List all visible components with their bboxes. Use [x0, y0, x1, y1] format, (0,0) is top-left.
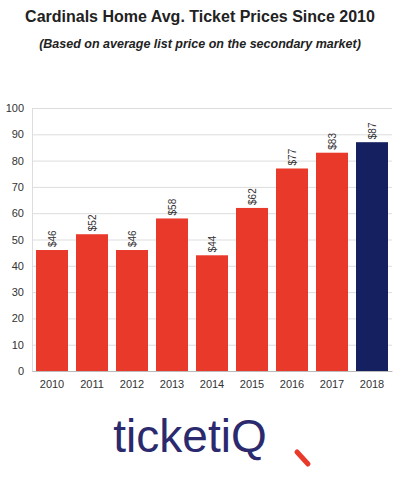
x-tick: 2017	[320, 371, 344, 390]
logo-handle	[297, 452, 308, 464]
data-label: $83	[327, 133, 338, 150]
bar	[36, 250, 68, 371]
logo-text: ticketiQ	[113, 410, 266, 462]
y-tick: 100	[6, 102, 392, 114]
bar	[356, 142, 388, 371]
y-tick-label: 70	[12, 181, 24, 193]
subtitle: (Based on average list price on the seco…	[39, 37, 361, 51]
data-label: $58	[167, 198, 178, 215]
x-tick-label: 2015	[240, 378, 264, 390]
bar	[196, 255, 228, 371]
y-tick-label: 20	[12, 312, 24, 324]
y-tick-label: 0	[18, 365, 24, 377]
bar	[76, 234, 108, 371]
x-axis-line	[33, 371, 393, 372]
chart: Cardinals Home Avg. Ticket Prices Since …	[0, 0, 400, 492]
x-tick: 2018	[360, 371, 384, 390]
x-axis: 2010 2011 2012 2013 2014 2015 2016 2017 2018	[33, 371, 393, 390]
x-tick-label: 2017	[320, 378, 344, 390]
data-label: $87	[367, 122, 378, 139]
x-tick: 2015	[240, 371, 264, 390]
y-tick-label: 100	[6, 102, 24, 114]
bar	[116, 250, 148, 371]
data-label: $46	[127, 230, 138, 247]
x-tick-label: 2011	[80, 378, 104, 390]
y-tick-label: 90	[12, 128, 24, 140]
x-tick: 2012	[120, 371, 144, 390]
x-tick-label: 2014	[200, 378, 224, 390]
x-tick: 2010	[40, 371, 64, 390]
grid-line	[32, 108, 392, 109]
y-tick-label: 80	[12, 155, 24, 167]
grid-line	[32, 134, 392, 135]
y-tick-label: 10	[12, 339, 24, 351]
bar	[236, 208, 268, 371]
title: Cardinals Home Avg. Ticket Prices Since …	[25, 8, 375, 25]
x-tick-label: 2013	[160, 378, 184, 390]
data-label: $44	[207, 235, 218, 252]
data-label: $46	[47, 230, 58, 247]
data-label: $77	[287, 148, 298, 165]
y-tick-label: 30	[12, 286, 24, 298]
data-label: $62	[247, 188, 258, 205]
bar	[156, 218, 188, 371]
x-tick: 2013	[160, 371, 184, 390]
x-tick-label: 2010	[40, 378, 64, 390]
x-tick: 2016	[280, 371, 304, 390]
y-tick-label: 50	[12, 234, 24, 246]
x-tick-label: 2012	[120, 378, 144, 390]
y-tick-label: 40	[12, 260, 24, 272]
data-label: $52	[87, 214, 98, 231]
x-tick-label: 2018	[360, 378, 384, 390]
data-labels: $46 $52 $46 $58 $44 $62 $77 $83 $87	[47, 122, 378, 252]
grid-line	[32, 371, 392, 372]
bar	[276, 168, 308, 371]
y-tick-label: 60	[12, 207, 24, 219]
x-tick: 2011	[80, 371, 104, 390]
logo: ticketiQ	[113, 410, 308, 464]
x-tick: 2014	[200, 371, 224, 390]
bars	[36, 142, 388, 371]
y-axis: 0 10 20 30 40 50 60 70 80 90 100	[6, 102, 392, 377]
x-tick-label: 2016	[280, 378, 304, 390]
bar	[316, 153, 348, 371]
